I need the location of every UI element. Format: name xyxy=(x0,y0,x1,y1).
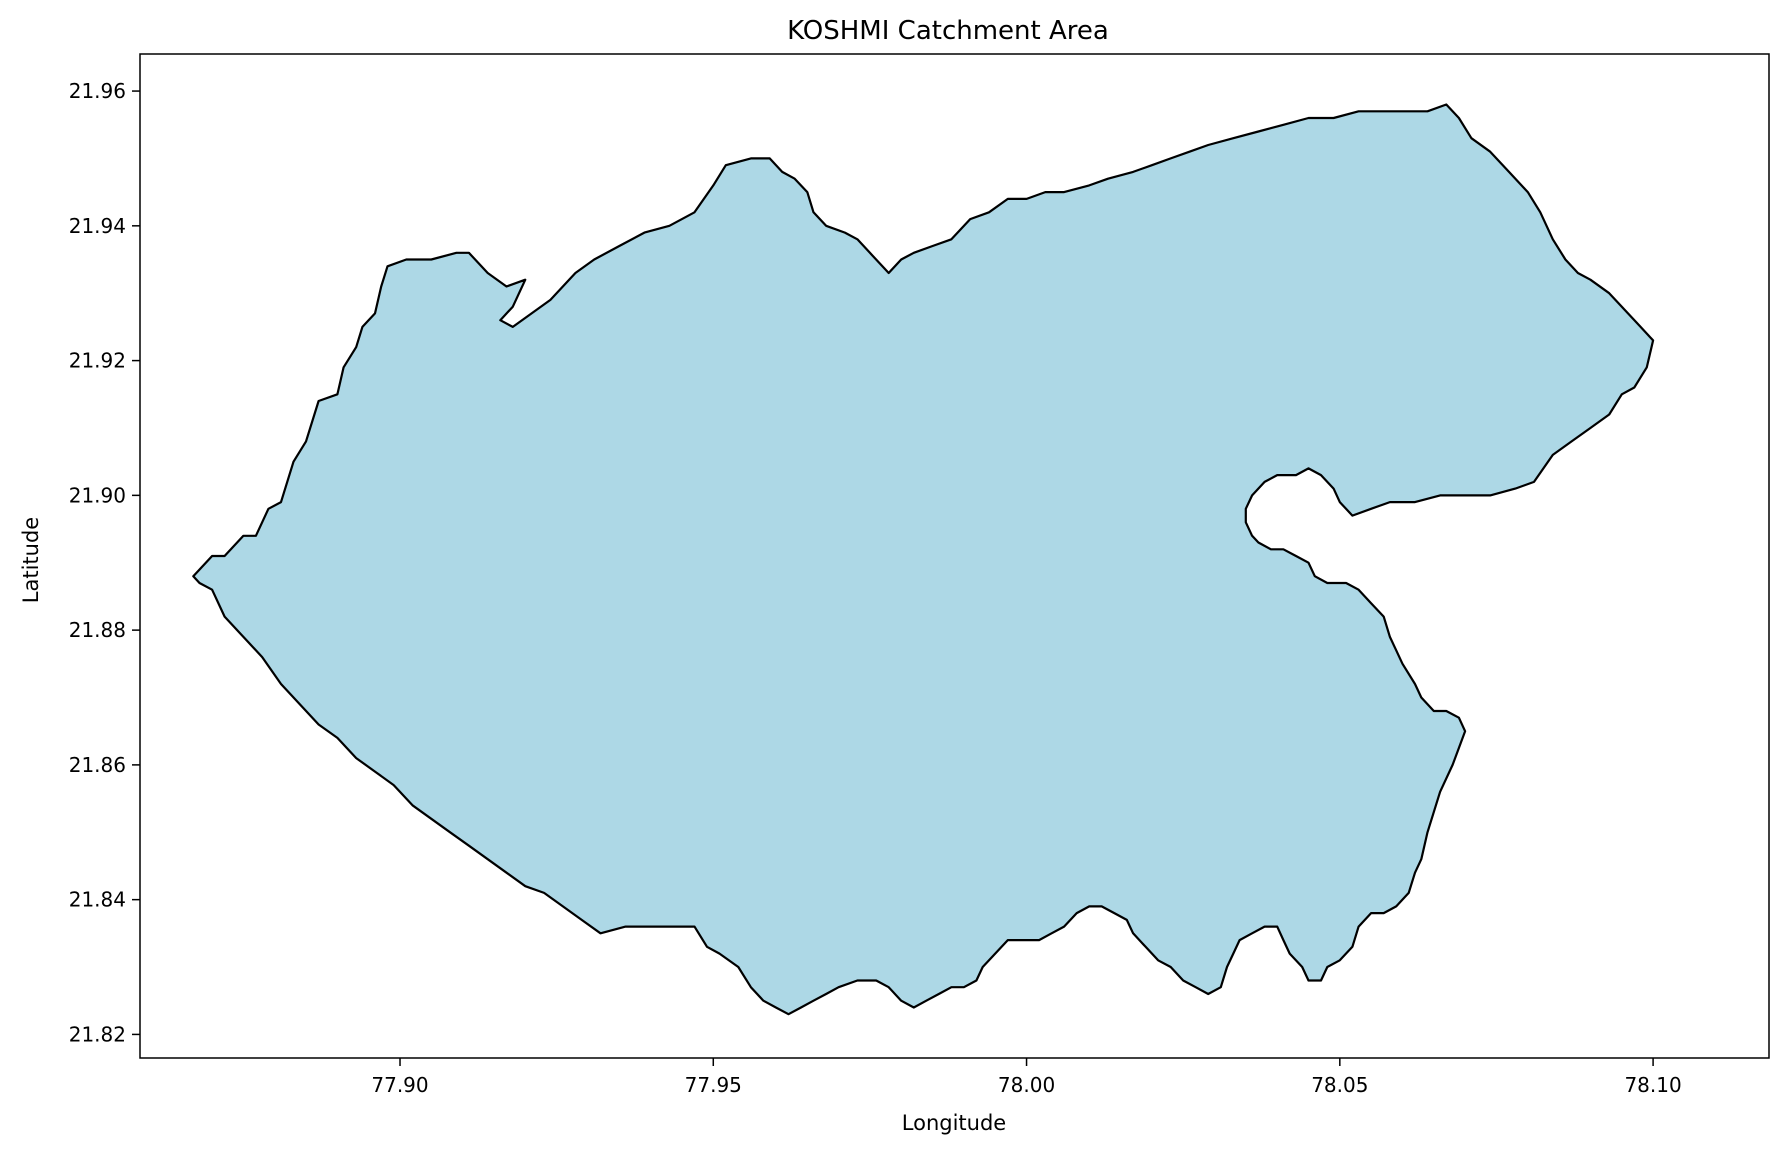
y-tick-label: 21.88 xyxy=(69,618,126,642)
x-axis-label: Longitude xyxy=(902,1111,1006,1135)
y-axis-ticks: 21.82 21.84 21.86 21.88 21.90 21.92 21.94 21.96 xyxy=(69,79,140,1046)
x-tick-label: 77.95 xyxy=(685,1073,742,1097)
y-tick-label: 21.84 xyxy=(69,888,126,912)
x-tick-label: 78.05 xyxy=(1311,1073,1368,1097)
y-tick-label: 21.82 xyxy=(69,1022,126,1046)
plot-area xyxy=(139,53,1770,1059)
x-tick-label: 78.00 xyxy=(998,1073,1055,1097)
y-tick-label: 21.96 xyxy=(69,79,126,103)
y-axis-label: Latitude xyxy=(19,517,43,603)
y-tick-label: 21.86 xyxy=(69,753,126,777)
chart-title: KOSHMI Catchment Area xyxy=(787,16,1109,46)
y-tick-label: 21.94 xyxy=(69,214,126,238)
catchment-polygon[interactable] xyxy=(192,103,1655,1016)
y-tick-label: 21.90 xyxy=(69,483,126,507)
x-tick-label: 77.90 xyxy=(371,1073,428,1097)
plot-frame xyxy=(139,53,1770,1059)
y-tick-label: 21.92 xyxy=(69,349,126,373)
x-axis-ticks: 77.90 77.95 78.00 78.05 78.10 xyxy=(371,1058,1682,1097)
x-tick-label: 78.10 xyxy=(1624,1073,1681,1097)
